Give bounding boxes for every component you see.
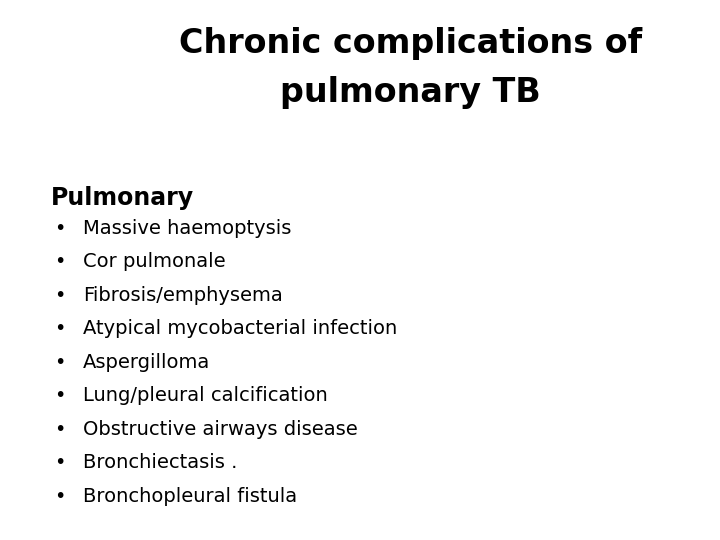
Text: Pulmonary: Pulmonary [50,186,194,210]
Text: •: • [54,386,66,405]
Text: Chronic complications of
pulmonary TB: Chronic complications of pulmonary TB [179,27,642,109]
Text: •: • [54,319,66,338]
Text: •: • [54,219,66,238]
Text: •: • [54,286,66,305]
Text: •: • [54,353,66,372]
Text: Atypical mycobacterial infection: Atypical mycobacterial infection [83,319,397,338]
Text: Fibrosis/emphysema: Fibrosis/emphysema [83,286,282,305]
Text: Bronchiectasis .: Bronchiectasis . [83,453,237,472]
Text: •: • [54,420,66,438]
Text: Lung/pleural calcification: Lung/pleural calcification [83,386,328,405]
Text: Aspergilloma: Aspergilloma [83,353,210,372]
Text: Massive haemoptysis: Massive haemoptysis [83,219,291,238]
Text: •: • [54,453,66,472]
Text: Bronchopleural fistula: Bronchopleural fistula [83,487,297,505]
Text: Obstructive airways disease: Obstructive airways disease [83,420,358,438]
Text: •: • [54,252,66,271]
Text: Cor pulmonale: Cor pulmonale [83,252,225,271]
Text: •: • [54,487,66,505]
